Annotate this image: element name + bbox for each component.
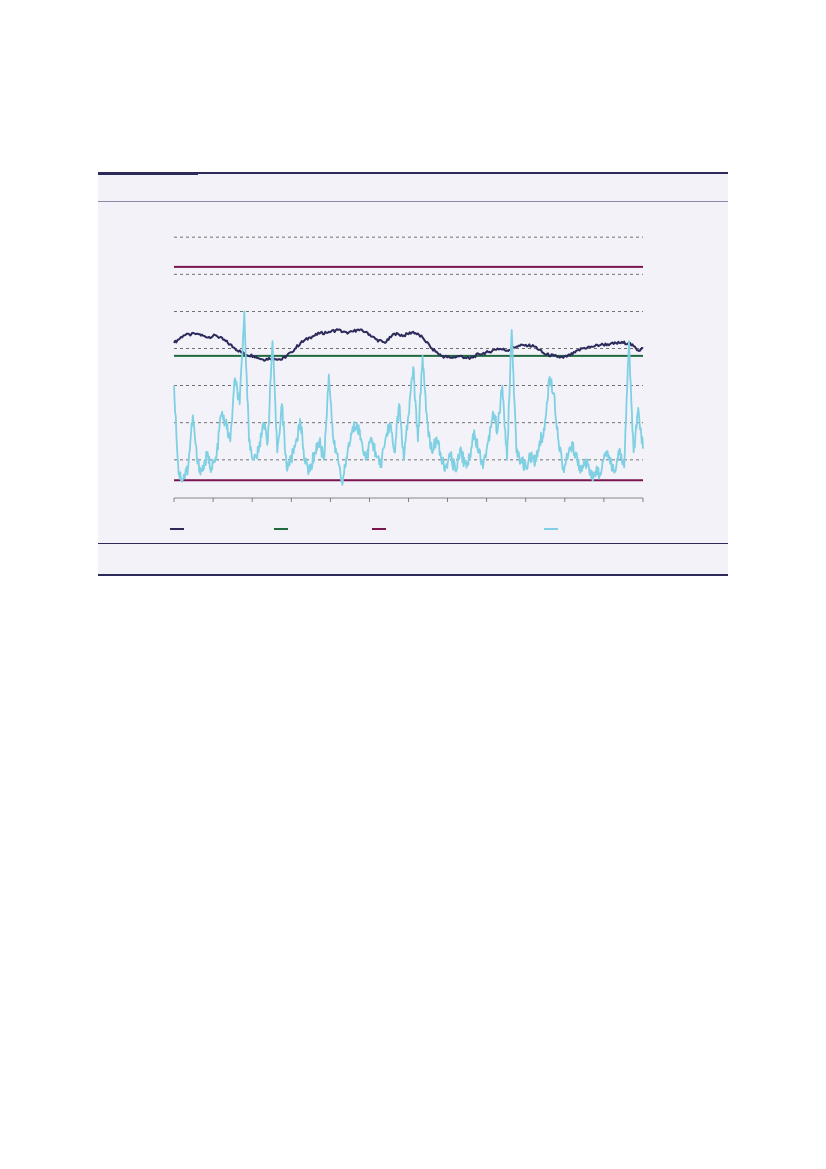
header-rule	[98, 201, 728, 202]
line-chart	[173, 236, 644, 502]
legend-item-green-line	[274, 525, 288, 533]
legend-swatch	[170, 528, 184, 530]
x-axis	[173, 497, 644, 502]
legend-swatch	[274, 528, 288, 530]
legend-item-light-series	[544, 525, 558, 533]
footer-rule	[98, 543, 728, 544]
top-rule	[98, 172, 728, 174]
legend-item-dark-series	[170, 525, 184, 533]
light-series-line	[173, 310, 644, 486]
chart-panel	[98, 172, 728, 576]
title-tab	[98, 172, 198, 175]
bottom-rule	[98, 574, 728, 576]
legend-swatch	[544, 528, 558, 530]
grid-layer	[174, 236, 643, 461]
series-lines	[173, 310, 644, 486]
dark-series-line	[173, 328, 644, 362]
legend-item-maroon-lines	[372, 525, 386, 533]
legend-swatch	[372, 528, 386, 530]
